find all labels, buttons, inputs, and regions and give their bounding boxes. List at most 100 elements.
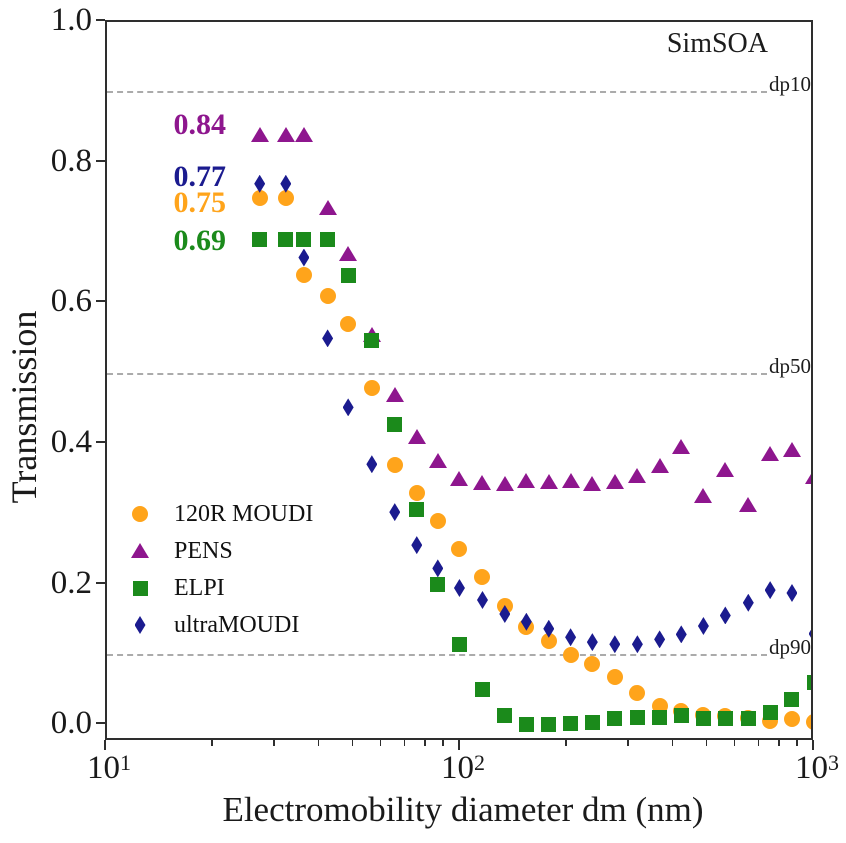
x-minor-tick-20 — [211, 740, 213, 746]
point-elpi — [695, 711, 711, 727]
x-tick-exponent: 1 — [120, 750, 131, 775]
point-elpi — [409, 501, 425, 517]
point-ultramoudi — [520, 612, 532, 631]
point-pens — [517, 473, 536, 489]
x-minor-tick-200 — [565, 740, 567, 746]
square-icon — [132, 580, 148, 596]
point-pens — [694, 487, 713, 503]
point-ultramoudi — [654, 630, 666, 649]
y-tick-label-0.0: 0.0 — [50, 705, 92, 742]
point-pens — [716, 461, 735, 477]
point-120r-moudi — [606, 669, 623, 686]
point-elpi — [784, 692, 800, 708]
point-120r-moudi — [783, 710, 800, 727]
point-120r-moudi — [295, 267, 312, 284]
annotation-0.69: 0.69 — [173, 224, 227, 257]
point-elpi — [652, 709, 668, 725]
x-minor-tick-400 — [671, 740, 674, 746]
point-pens — [605, 473, 624, 489]
point-elpi — [762, 704, 778, 720]
point-elpi — [252, 232, 268, 248]
point-ultramoudi — [764, 581, 776, 600]
point-ultramoudi — [565, 628, 577, 647]
point-ultramoudi — [609, 635, 621, 654]
point-elpi — [629, 709, 645, 725]
x-minor-tick-800 — [778, 740, 780, 746]
point-elpi — [430, 577, 446, 592]
point-ultramoudi — [411, 536, 423, 555]
point-ultramoudi — [322, 329, 334, 348]
annotation-0.75: 0.75 — [173, 186, 227, 219]
point-120r-moudi — [408, 485, 425, 502]
legend-item-elpi: ELPI — [128, 570, 225, 606]
point-ultramoudi — [586, 633, 598, 652]
reference-label-dp10: dp10 — [769, 72, 811, 97]
x-tick-100 — [458, 740, 460, 750]
y-tick-label-1.0: 1.0 — [50, 2, 92, 38]
point-ultramoudi — [254, 174, 266, 193]
point-pens — [407, 428, 426, 444]
point-120r-moudi — [629, 684, 646, 701]
x-tick-1000 — [812, 740, 814, 750]
point-ultramoudi — [366, 455, 378, 474]
x-tick-exponent: 3 — [828, 750, 839, 775]
point-elpi — [320, 232, 336, 248]
point-elpi — [518, 716, 534, 732]
point-pens — [805, 468, 811, 484]
point-pens — [782, 442, 801, 458]
point-ultramoudi — [786, 583, 798, 602]
point-120r-moudi — [540, 632, 557, 649]
point-120r-moudi — [562, 646, 579, 663]
point-pens — [539, 473, 558, 489]
point-ultramoudi — [675, 625, 687, 644]
point-ultramoudi — [342, 398, 354, 417]
point-elpi — [673, 708, 689, 724]
point-120r-moudi — [806, 714, 811, 731]
point-elpi — [387, 417, 403, 433]
y-tick-label-0.2: 0.2 — [50, 564, 92, 601]
y-tick-0.2 — [96, 581, 105, 584]
point-ultramoudi — [808, 624, 811, 643]
point-ultramoudi — [499, 605, 511, 624]
point-120r-moudi — [429, 513, 446, 530]
x-minor-tick-500 — [705, 740, 708, 746]
point-pens — [761, 446, 780, 462]
point-ultramoudi — [280, 174, 292, 193]
point-120r-moudi — [277, 189, 294, 206]
triangle-icon — [131, 543, 149, 558]
legend-label: 120R MOUDI — [174, 500, 314, 527]
x-minor-tick-30 — [273, 740, 275, 746]
reference-line-dp50 — [107, 372, 767, 375]
point-elpi — [541, 716, 557, 732]
point-pens — [276, 126, 295, 142]
point-pens — [473, 475, 492, 491]
point-pens — [318, 200, 337, 216]
point-pens — [739, 497, 758, 513]
point-elpi — [607, 711, 623, 727]
x-minor-tick-50 — [351, 740, 354, 746]
point-ultramoudi — [432, 559, 444, 578]
point-elpi — [717, 711, 733, 727]
point-elpi — [340, 267, 356, 283]
y-tick-label-0.8: 0.8 — [50, 142, 92, 179]
point-120r-moudi — [251, 189, 268, 206]
y-tick-0.0 — [96, 722, 105, 725]
point-elpi — [451, 636, 467, 652]
y-tick-0.6 — [96, 300, 105, 303]
triangle-marker-icon — [128, 541, 152, 561]
x-tick-exponent: 2 — [474, 750, 485, 775]
x-minor-tick-70 — [403, 740, 406, 746]
point-pens — [428, 453, 447, 469]
legend-item-pens: PENS — [128, 533, 233, 569]
point-pens — [495, 475, 514, 491]
legend-item-ultramoudi: ultraMOUDI — [128, 607, 299, 643]
point-ultramoudi — [697, 616, 709, 635]
y-tick-0.8 — [96, 159, 105, 162]
x-tick-10 — [104, 740, 106, 750]
reference-line-dp90 — [107, 653, 767, 656]
x-tick-label-10: 101 — [87, 750, 131, 786]
point-120r-moudi — [340, 316, 357, 333]
point-elpi — [497, 708, 513, 724]
point-ultramoudi — [719, 606, 731, 625]
